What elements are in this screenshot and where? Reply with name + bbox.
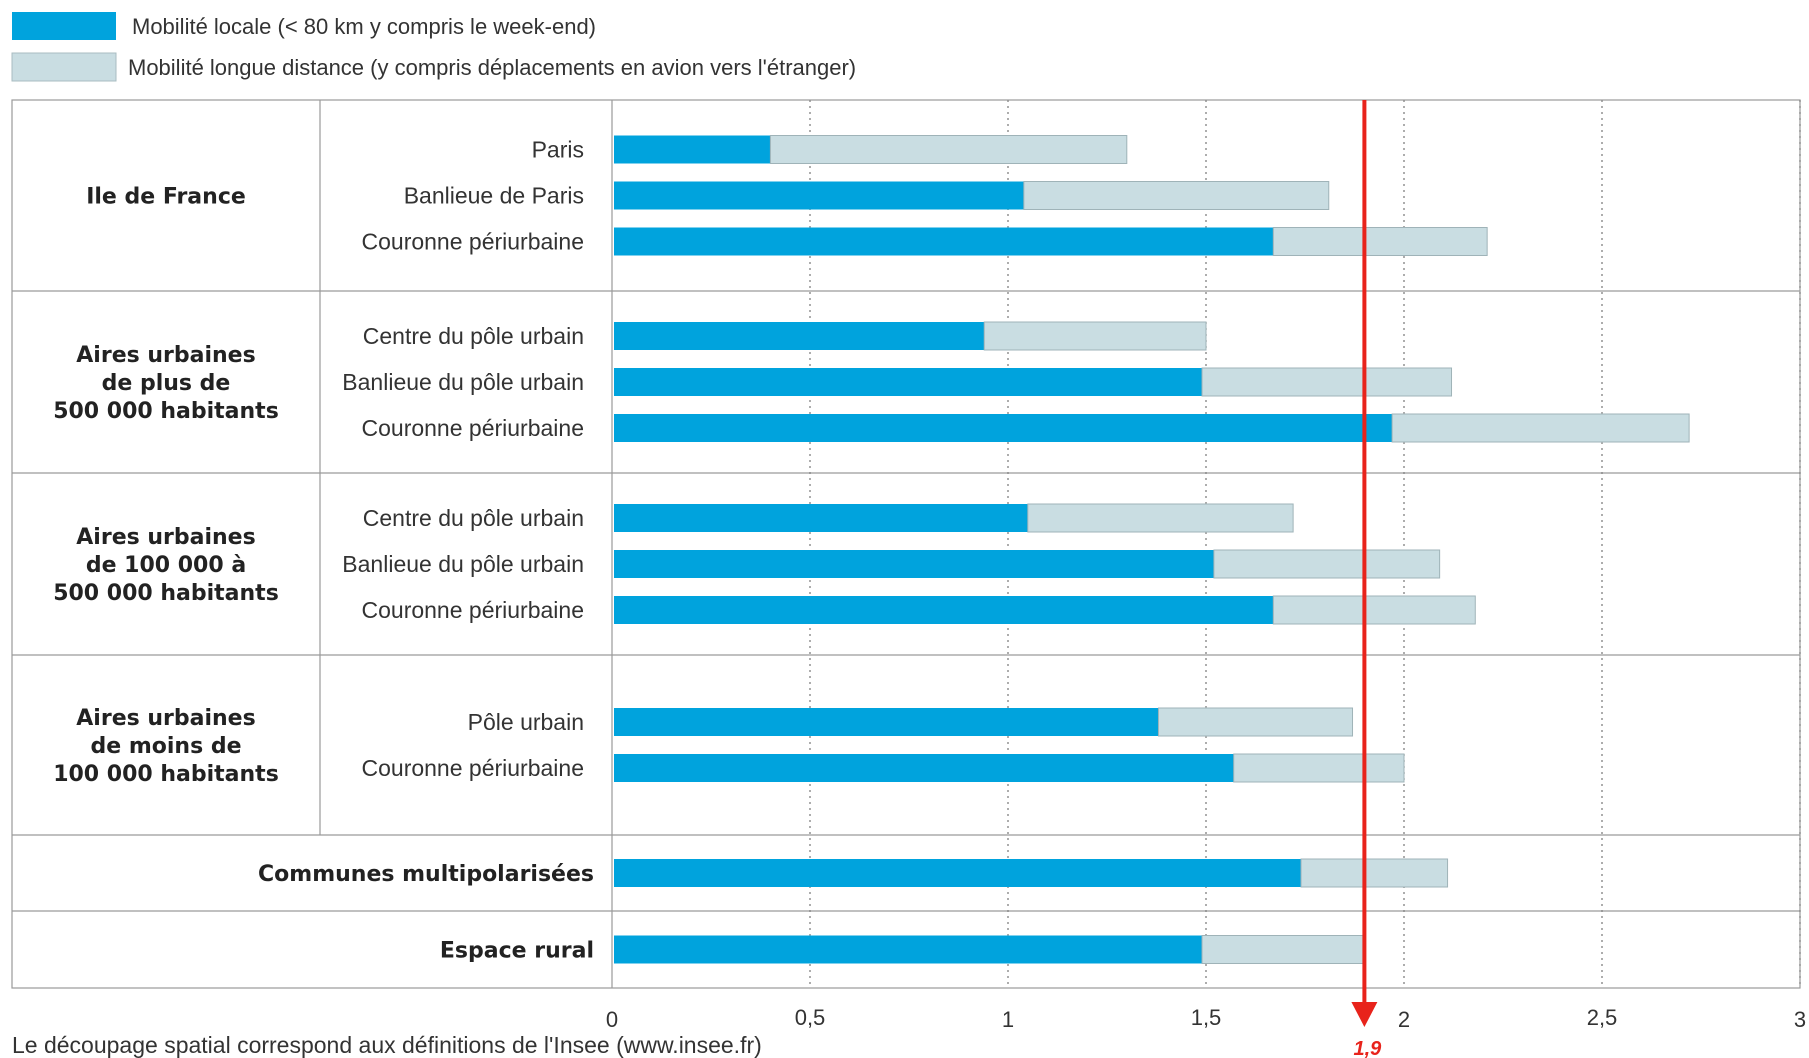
bar-local	[614, 708, 1159, 736]
bar-local	[614, 414, 1393, 442]
bar-local	[614, 550, 1214, 578]
group-label: de 100 000 à	[86, 553, 246, 578]
bar-long-distance	[1023, 181, 1330, 210]
bar-local	[614, 504, 1028, 532]
bar-long-distance	[1300, 858, 1449, 888]
x-tick-label: 2	[1398, 1007, 1410, 1032]
category-label: Pôle urbain	[468, 709, 584, 735]
legend-swatch-local	[12, 12, 116, 40]
category-label: Centre du pôle urbain	[363, 505, 584, 531]
category-label: Couronne périurbaine	[362, 597, 585, 623]
legend-label-long-distance: Mobilité longue distance (y compris dépl…	[128, 55, 856, 80]
category-label: Couronne périurbaine	[362, 415, 585, 441]
bar-local	[614, 754, 1234, 782]
reference-arrowhead	[1351, 1002, 1378, 1027]
group-label: 500 000 habitants	[53, 581, 279, 606]
x-tick-label: 1	[1002, 1007, 1014, 1032]
bar-local	[614, 368, 1203, 396]
x-tick-label: 3	[1794, 1007, 1806, 1032]
row-labels: Ile de France Paris Banlieue de Paris Couro…	[53, 137, 594, 964]
legend-label-local: Mobilité locale (< 80 km y compris le we…	[132, 14, 596, 39]
category-label: Banlieue du pôle urbain	[342, 369, 584, 395]
grid	[809, 100, 1801, 988]
bar-long-distance	[983, 321, 1207, 351]
x-axis-ticks: 0 0,5 1 1,5 2 2,5 3	[606, 1005, 1806, 1032]
bar-long-distance	[1233, 753, 1405, 783]
group-label: 500 000 habitants	[53, 399, 279, 424]
group-label: Aires urbaines	[76, 706, 255, 731]
category-label: Couronne périurbaine	[362, 229, 585, 255]
bar-local	[614, 596, 1274, 624]
bars	[614, 135, 1690, 964]
bar-local	[614, 935, 1203, 964]
category-label: Paris	[532, 137, 584, 163]
bar-local	[614, 322, 985, 350]
group-label: 100 000 habitants	[53, 762, 279, 787]
bar-long-distance	[1157, 707, 1354, 737]
legend-swatch-long-distance	[11, 52, 117, 82]
bar-local	[614, 181, 1024, 210]
bar-long-distance	[1272, 595, 1476, 625]
bar-long-distance	[1272, 227, 1488, 256]
group-label: Aires urbaines	[76, 343, 255, 368]
x-tick-label: 2,5	[1587, 1005, 1618, 1030]
category-label: Centre du pôle urbain	[363, 323, 584, 349]
category-label: Banlieue de Paris	[404, 183, 584, 209]
bar-long-distance	[1201, 367, 1453, 397]
bar-long-distance	[1391, 413, 1690, 443]
group-label: de plus de	[102, 371, 231, 396]
reference-line-label: 1,9	[1353, 1038, 1382, 1058]
x-tick-label: 1,5	[1191, 1005, 1222, 1030]
category-label: Banlieue du pôle urbain	[342, 551, 584, 577]
group-label: de moins de	[91, 734, 242, 759]
x-tick-label: 0	[606, 1007, 618, 1032]
footnote: Le découpage spatial correspond aux défi…	[12, 1032, 762, 1058]
group-label: Espace rural	[440, 939, 594, 964]
x-tick-label: 0,5	[795, 1005, 826, 1030]
category-label: Couronne périurbaine	[362, 755, 585, 781]
group-label: Communes multipolarisées	[258, 862, 594, 887]
bar-long-distance	[1027, 503, 1294, 533]
reference-line: 1,9	[1351, 100, 1382, 1058]
bar-long-distance	[769, 135, 1128, 164]
bar-long-distance	[1201, 935, 1365, 964]
chart-frame	[11, 99, 1801, 989]
bar-long-distance	[1213, 549, 1441, 579]
bar-local	[614, 227, 1274, 256]
bar-local	[614, 859, 1302, 887]
legend: Mobilité locale (< 80 km y compris le we…	[11, 12, 856, 82]
group-label: Aires urbaines	[76, 525, 255, 550]
bar-local	[614, 135, 771, 164]
group-label: Ile de France	[86, 185, 246, 210]
